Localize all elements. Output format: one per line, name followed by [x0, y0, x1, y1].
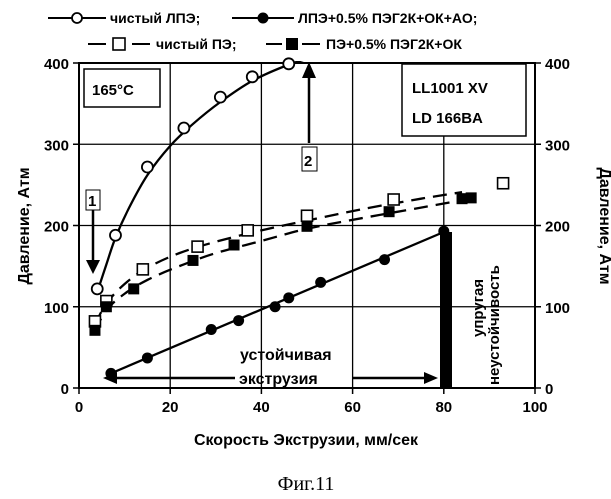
label-2-text: 2: [304, 153, 312, 170]
point-open-circle: [142, 162, 153, 173]
elastic-label-line1: упругая: [470, 279, 487, 337]
point-open-square: [302, 210, 313, 221]
arrow-right-icon: [424, 372, 438, 384]
temperature-label: 165°C: [92, 82, 134, 99]
point-filled-circle: [283, 292, 294, 303]
point-filled-circle: [315, 277, 326, 288]
series-line-3: [95, 198, 476, 331]
y-tick-label-left: 400: [44, 56, 69, 73]
x-tick-label: 100: [522, 399, 547, 416]
label-1: 1: [86, 190, 100, 274]
legend-label-lldpe-additive: ЛПЭ+0.5% ПЭГ2К+ОК+АО;: [298, 10, 477, 26]
arrow-up-icon: [302, 62, 316, 78]
point-open-square: [192, 241, 203, 252]
label-2: 2: [302, 62, 317, 171]
point-filled-square: [101, 301, 112, 312]
point-open-circle: [215, 92, 226, 103]
legend-label-pure-pe: чистый ПЭ;: [156, 36, 237, 52]
y-tick-label-right: 300: [545, 137, 570, 154]
y-tick-label-left: 200: [44, 219, 69, 236]
point-filled-square: [188, 255, 199, 266]
stable-extrusion-region: устойчивая экструзия: [103, 347, 438, 388]
legend-item-lldpe-additive: ЛПЭ+0.5% ПЭГ2К+ОК+АО;: [232, 10, 477, 26]
point-filled-square: [466, 192, 477, 203]
x-axis-title: Скорость Экструзии, мм/сек: [194, 432, 419, 449]
point-open-circle: [247, 71, 258, 82]
point-filled-square: [384, 206, 395, 217]
y-tick-label-right: 0: [545, 381, 553, 398]
legend-item-pe-additive: ПЭ+0.5% ПЭГ2К+ОК: [266, 36, 462, 52]
legend-label-pure-lldpe: чистый ЛПЭ;: [110, 10, 200, 26]
point-filled-circle: [379, 254, 390, 265]
x-tick-label: 80: [435, 399, 452, 416]
x-tick-label: 20: [162, 399, 179, 416]
y-tick-label-left: 0: [61, 381, 69, 398]
legend-item-pure-pe: чистый ПЭ;: [88, 36, 237, 52]
y-tick-label-right: 200: [545, 219, 570, 236]
point-filled-square: [89, 325, 100, 336]
point-open-square: [498, 178, 509, 189]
y-tick-label-right: 400: [545, 56, 570, 73]
arrow-down-icon: [86, 260, 100, 274]
y-axis-title-right: Давление, Атм: [596, 167, 611, 284]
stable-label-line1: устойчивая: [240, 347, 332, 364]
point-filled-circle: [206, 324, 217, 335]
point-filled-circle: [270, 301, 281, 312]
point-open-circle: [283, 58, 294, 69]
point-open-circle: [110, 230, 121, 241]
elastic-label-line2: неустойчивость: [486, 265, 503, 385]
point-open-square: [137, 264, 148, 275]
x-tick-label: 40: [253, 399, 270, 416]
sample-label-line2: LD 166BA: [412, 110, 483, 127]
x-tick-label: 0: [75, 399, 83, 416]
temperature-box: 165°C: [84, 69, 160, 107]
point-open-circle: [178, 123, 189, 134]
elastic-instability-region: упругая неустойчивость: [440, 232, 503, 387]
point-open-square: [388, 194, 399, 205]
point-filled-circle: [142, 352, 153, 363]
y-tick-label-left: 100: [44, 300, 69, 317]
y-tick-label-right: 100: [545, 300, 570, 317]
legend-item-pure-lldpe: чистый ЛПЭ;: [48, 10, 200, 26]
sample-box: LL1001 XV LD 166BA: [402, 64, 526, 136]
sample-label-line1: LL1001 XV: [412, 80, 488, 97]
instability-bar: [440, 232, 452, 387]
stable-label-line2: экструзия: [239, 371, 318, 388]
point-filled-square: [229, 240, 240, 251]
y-tick-label-left: 300: [44, 137, 69, 154]
legend-label-pe-additive: ПЭ+0.5% ПЭГ2К+ОК: [326, 36, 462, 52]
point-filled-circle: [233, 315, 244, 326]
x-tick-label: 60: [344, 399, 361, 416]
legend: чистый ЛПЭ; ЛПЭ+0.5% ПЭГ2К+ОК+АО; чистый…: [48, 10, 477, 52]
point-open-square: [242, 225, 253, 236]
point-open-circle: [92, 283, 103, 294]
y-axis-title-left: Давление, Атм: [16, 167, 33, 284]
figure-caption: Фиг.11: [278, 473, 335, 495]
point-filled-square: [302, 221, 313, 232]
label-1-text: 1: [88, 193, 96, 210]
point-filled-square: [128, 283, 139, 294]
